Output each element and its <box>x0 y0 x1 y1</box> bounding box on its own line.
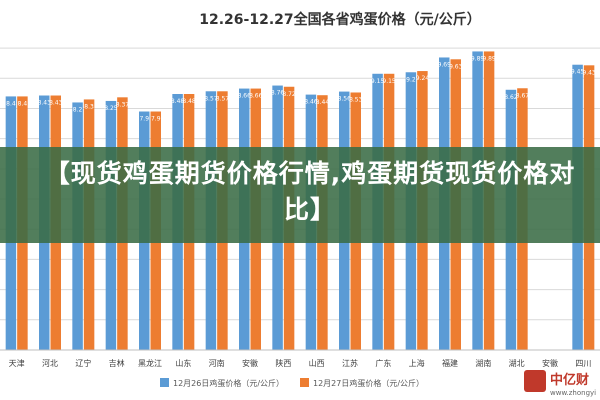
x-tick-label: 山西 <box>309 358 325 368</box>
x-tick-label: 辽宁 <box>75 358 91 368</box>
legend-label-series1: 12月26日鸡蛋价格（元/公斤） <box>173 378 284 388</box>
legend: 12月26日鸡蛋价格（元/公斤） 12月27日鸡蛋价格（元/公斤） <box>160 378 424 388</box>
x-tick-label: 四川 <box>575 359 591 368</box>
x-tick-label: 福建 <box>442 358 458 368</box>
x-tick-label: 湖北 <box>509 359 525 368</box>
legend-swatch-series2 <box>300 378 309 387</box>
watermark-url: www.zhongyi9 <box>550 389 596 397</box>
data-label: 8.62 <box>504 94 518 101</box>
legend-label-series2: 12月27日鸡蛋价格（元/公斤） <box>313 378 424 388</box>
data-label: 8.66 <box>249 93 263 100</box>
headline-banner <box>0 147 600 243</box>
data-label: 9.89 <box>482 55 496 62</box>
x-tick-label: 上海 <box>409 358 425 368</box>
watermark-brand: 中亿财 <box>550 372 589 388</box>
x-axis-ticks: 天津 河北 辽宁 吉林 黑龙江 山东 河南 安徽 陕西 山西 江苏 广东 上海 福建 湖南 湖北 安徽 四川 <box>9 358 592 368</box>
data-label: 8.46 <box>304 99 318 106</box>
x-tick-label: 天津 <box>9 358 25 368</box>
data-label: 8.43 <box>49 100 63 107</box>
data-label: 8.48 <box>182 98 196 105</box>
data-labels: 8.4 8.4 8.438.438.2 8.3 8.258.377.9 7.98.488.… <box>6 55 596 122</box>
data-label: 8.56 <box>338 96 352 103</box>
x-tick-label: 吉林 <box>109 358 125 368</box>
data-label: 8.48 <box>171 98 185 105</box>
chart-title: 12.26-12.27全国各省鸡蛋价格（元/公斤） <box>199 11 481 28</box>
data-label: 9.89 <box>471 55 485 62</box>
x-tick-label: 黑龙江 <box>138 358 162 368</box>
x-tick-label: 河南 <box>209 358 225 368</box>
headline-text: 【现货鸡蛋期货价格行情,鸡蛋期货现货价格对比】 <box>44 159 576 224</box>
data-label: 8.43 <box>38 100 52 107</box>
data-label: 8.2 <box>73 106 83 113</box>
data-label: 8.67 <box>516 92 530 99</box>
data-label: 8.4 <box>6 100 16 107</box>
data-label: 8.25 <box>104 105 118 112</box>
data-label: 8.4 <box>18 100 28 107</box>
data-label: 9.15 <box>371 78 385 85</box>
data-label: 8.53 <box>349 96 363 103</box>
x-tick-label: 湖南 <box>475 358 491 368</box>
x-tick-label: 广东 <box>375 358 391 368</box>
data-label: 9.43 <box>582 69 596 76</box>
data-label: 7.9 <box>139 116 149 123</box>
data-label: 8.57 <box>204 95 218 102</box>
x-tick-label: 江苏 <box>342 358 358 368</box>
x-tick-label: 陕西 <box>275 358 291 368</box>
x-tick-label: 山东 <box>175 358 191 368</box>
data-label: 8.72 <box>282 91 296 98</box>
data-label: 9.24 <box>416 75 430 82</box>
data-label: 9.45 <box>571 69 585 76</box>
data-label: 9.69 <box>438 61 452 68</box>
data-label: 8.3 <box>84 103 94 110</box>
data-label: 8.37 <box>116 101 130 108</box>
data-label: 8.76 <box>271 90 285 97</box>
data-label: 8.44 <box>316 99 330 106</box>
data-label: 9.2 <box>406 76 416 83</box>
x-tick-label: 河北 <box>42 358 58 368</box>
watermark-icon <box>524 370 546 392</box>
data-label: 8.66 <box>238 93 252 100</box>
data-label: 9.15 <box>382 78 396 85</box>
x-tick-label: 安徽 <box>242 358 258 368</box>
legend-swatch-series1 <box>160 378 169 387</box>
data-label: 7.9 <box>151 116 161 123</box>
data-label: 8.57 <box>216 95 230 102</box>
x-tick-label: 安徽 <box>542 358 558 368</box>
data-label: 9.63 <box>449 63 463 70</box>
watermark-logo: 中亿财 www.zhongyi9 <box>524 370 596 397</box>
